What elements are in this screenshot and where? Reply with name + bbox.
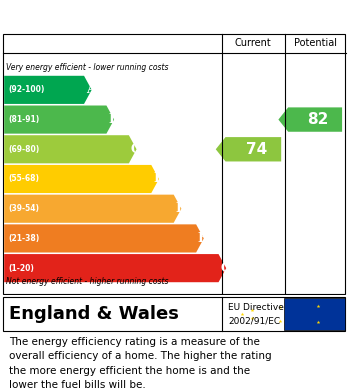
Text: Very energy efficient - lower running costs: Very energy efficient - lower running co… [6,63,169,72]
Polygon shape [4,135,136,163]
Text: Energy Efficiency Rating: Energy Efficiency Rating [9,7,238,25]
Text: (92-100): (92-100) [8,85,45,94]
Text: (39-54): (39-54) [8,204,39,213]
Text: Current: Current [235,38,272,48]
Text: 82: 82 [307,112,329,127]
Bar [284,298,345,330]
Text: England & Wales: England & Wales [9,305,179,323]
Polygon shape [4,106,114,134]
Text: The energy efficiency rating is a measure of the
overall efficiency of a home. T: The energy efficiency rating is a measur… [9,337,271,390]
Text: Not energy efficient - higher running costs: Not energy efficient - higher running co… [6,277,169,286]
Polygon shape [4,224,204,253]
Text: E: E [175,202,185,215]
Text: B: B [108,113,119,126]
Polygon shape [278,108,342,132]
Text: F: F [198,232,207,245]
Text: (21-38): (21-38) [8,234,40,243]
Polygon shape [4,195,181,223]
Text: C: C [130,143,141,156]
Text: D: D [153,172,164,185]
Text: 2002/91/EC: 2002/91/EC [228,316,280,325]
Text: 74: 74 [245,142,267,157]
Text: G: G [220,262,231,274]
Text: (55-68): (55-68) [8,174,39,183]
Polygon shape [4,76,92,104]
Text: EU Directive: EU Directive [228,303,284,312]
Text: (69-80): (69-80) [8,145,40,154]
Polygon shape [4,254,226,282]
Polygon shape [216,137,281,161]
Polygon shape [4,165,159,193]
Text: (81-91): (81-91) [8,115,40,124]
Text: Potential: Potential [294,38,337,48]
Text: (1-20): (1-20) [8,264,34,273]
Text: A: A [86,83,96,96]
